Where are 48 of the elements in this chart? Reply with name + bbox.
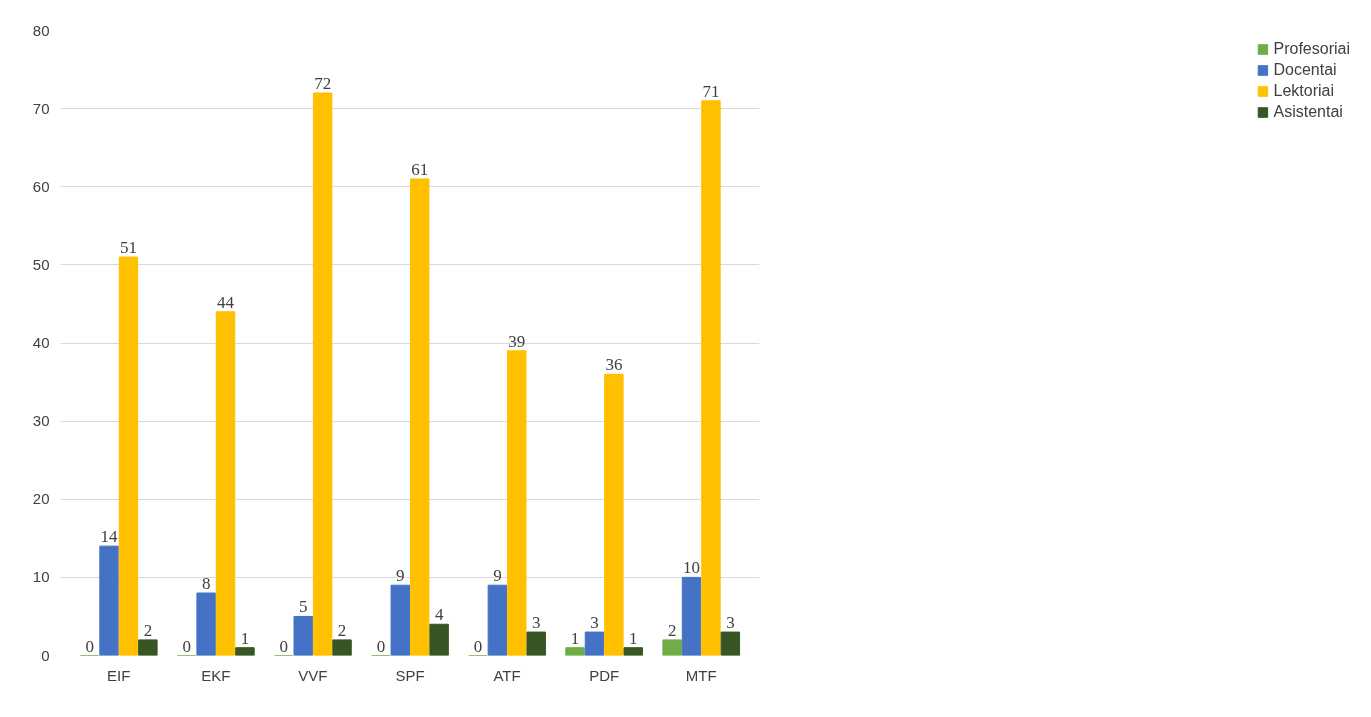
y-tick-label: 60 [32, 177, 50, 195]
data-label: 61 [411, 159, 429, 179]
data-label: 72 [314, 74, 332, 93]
data-label: 44 [217, 292, 235, 312]
data-label: 3 [531, 613, 541, 633]
data-label: 9 [493, 566, 502, 586]
data-label: 4 [434, 605, 444, 625]
data-label: 14 [100, 527, 119, 547]
data-label: 5 [298, 597, 308, 617]
data-label: 8 [201, 574, 211, 593]
data-label: 1 [570, 628, 580, 648]
x-tick-label: EKF [201, 666, 231, 684]
data-label: 9 [396, 566, 405, 586]
y-tick-label: 50 [32, 255, 50, 273]
x-tick-label: ATF [493, 666, 521, 684]
legend-label: Docentai [1273, 61, 1337, 79]
x-tick-label: EIF [107, 666, 131, 684]
y-tick-label: 10 [32, 568, 50, 586]
y-tick-label: 30 [32, 412, 50, 430]
data-label: 39 [508, 331, 526, 351]
legend-label: Lektoriai [1273, 82, 1334, 100]
data-label: 1 [240, 628, 250, 648]
x-tick-label: MTF [685, 666, 717, 684]
data-label: 0 [473, 636, 483, 656]
y-tick-label: 0 [41, 646, 50, 664]
x-tick-label: PDF [589, 666, 620, 684]
data-label: 2 [667, 620, 677, 640]
data-label: 10 [683, 558, 701, 578]
data-label: 0 [182, 636, 191, 656]
data-label: 0 [85, 636, 94, 656]
legend-label: Asistentai [1273, 103, 1343, 121]
data-label: 3 [726, 613, 735, 633]
data-label: 2 [337, 620, 347, 640]
data-label: 71 [702, 81, 720, 101]
data-label: 51 [119, 238, 137, 258]
data-label: 36 [605, 355, 623, 375]
data-label: 0 [279, 636, 289, 656]
x-tick-label: SPF [395, 666, 425, 684]
data-label: 1 [629, 628, 638, 648]
data-label: 3 [590, 613, 599, 633]
data-label: 0 [376, 636, 386, 656]
legend-label: Profesoriai [1273, 40, 1350, 58]
y-tick-label: 70 [32, 99, 50, 117]
y-tick-label: 80 [32, 21, 50, 39]
y-tick-label: 20 [32, 490, 50, 508]
y-tick-label: 40 [32, 334, 50, 351]
x-tick-label: VVF [298, 666, 328, 684]
data-label: 2 [143, 620, 153, 640]
